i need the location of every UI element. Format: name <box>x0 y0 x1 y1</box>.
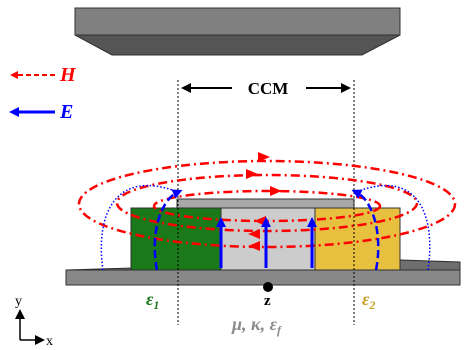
h-arrowhead-bottom-3 <box>248 241 260 251</box>
h-arrowhead-bottom-2 <box>248 229 260 239</box>
h-arrowhead-top-3 <box>270 186 282 196</box>
z-origin-dot <box>263 282 273 292</box>
y-axis-label: y <box>15 294 22 309</box>
epsilon1-label: ε1 <box>146 289 159 312</box>
z-label: z <box>264 293 271 309</box>
e-fringe-right-inner <box>351 189 380 271</box>
h-arrowhead-top-2 <box>246 169 258 179</box>
coordinate-axes: y x <box>15 294 53 349</box>
region-center-ferrite <box>220 207 316 271</box>
e-field-lines <box>100 184 431 271</box>
legend-h-label: H <box>59 64 77 86</box>
epsilon2-label: ε2 <box>362 289 375 312</box>
legend: H E <box>9 64 77 123</box>
region-right-epsilon2 <box>314 207 401 271</box>
h-loop-outer <box>77 159 457 249</box>
x-axis-label: x <box>46 334 53 349</box>
region-left-epsilon1 <box>130 207 222 271</box>
e-fringe-left-outer <box>100 184 179 271</box>
legend-e-label: E <box>59 101 73 123</box>
e-fringe-right-outer <box>355 184 431 271</box>
top-plate <box>74 7 401 56</box>
e-fringe-left-inner <box>153 189 183 271</box>
h-arrowhead-top-1 <box>258 152 270 162</box>
center-params-label: μ, κ, εf <box>231 314 282 337</box>
ccm-label: CCM <box>248 79 289 98</box>
strip-conductor <box>176 198 355 209</box>
